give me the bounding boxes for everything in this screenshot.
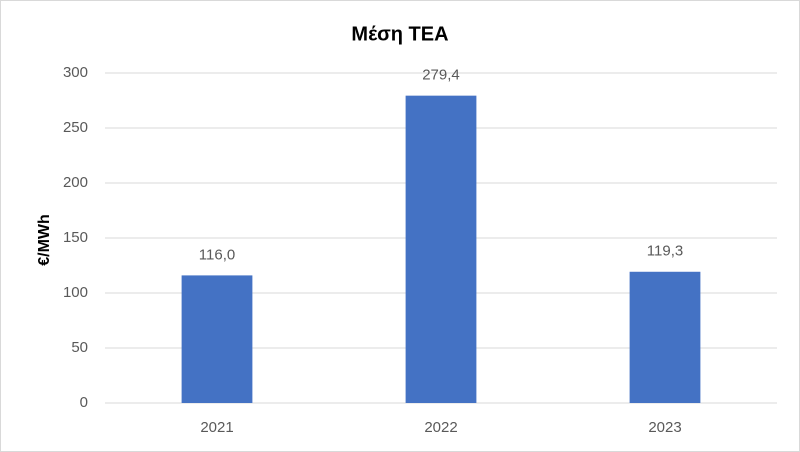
bar — [405, 95, 477, 403]
y-tick-label: 100 — [63, 284, 88, 301]
x-tick-label: 2021 — [200, 419, 233, 436]
bar — [629, 271, 701, 403]
y-axis-label: €/MWh — [36, 214, 53, 266]
value-label: 119,3 — [647, 243, 683, 260]
x-tick-label: 2022 — [424, 419, 457, 436]
x-tick-label: 2023 — [648, 419, 681, 436]
y-tick-label: 250 — [63, 119, 88, 136]
y-tick-label: 300 — [63, 64, 88, 81]
y-tick-label: 200 — [63, 174, 88, 191]
value-label: 279,4 — [422, 67, 460, 84]
value-label: 116,0 — [199, 246, 235, 263]
y-tick-label: 50 — [71, 339, 88, 356]
bar — [181, 275, 253, 403]
y-tick-label: 0 — [80, 394, 88, 411]
y-tick-label: 150 — [63, 229, 88, 246]
chart-title: Μέση ΤΕΑ — [351, 23, 448, 45]
